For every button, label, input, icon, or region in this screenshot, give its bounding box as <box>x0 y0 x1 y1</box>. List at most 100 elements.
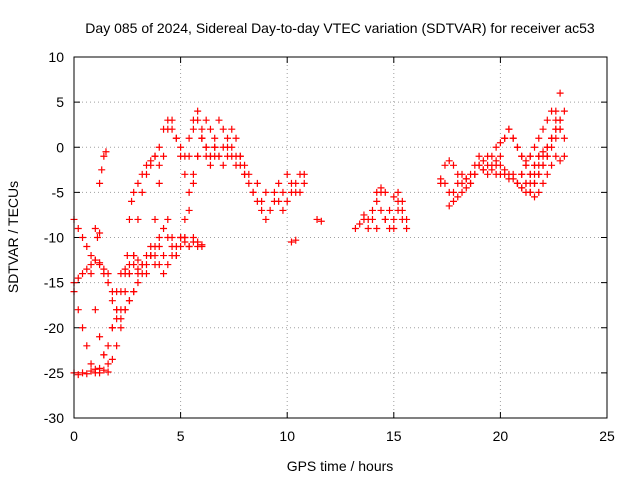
data-point <box>74 306 82 314</box>
data-point <box>160 270 168 278</box>
data-point <box>356 220 364 228</box>
axis-ticks <box>73 56 608 419</box>
data-point <box>548 161 556 169</box>
data-point <box>108 297 116 305</box>
data-point <box>232 134 240 142</box>
data-point <box>518 152 526 160</box>
data-point <box>181 170 189 178</box>
data-point <box>123 252 131 260</box>
data-point <box>373 197 381 205</box>
series-prn-h <box>123 152 163 260</box>
series-prn-l <box>287 215 325 246</box>
data-point <box>138 170 146 178</box>
data-point <box>501 134 509 142</box>
data-point <box>526 179 534 187</box>
data-point <box>513 143 521 151</box>
data-point <box>96 333 104 341</box>
data-point <box>151 215 159 223</box>
data-point <box>83 243 91 251</box>
data-point <box>488 166 496 174</box>
data-point <box>484 161 492 169</box>
data-point <box>87 270 95 278</box>
data-point <box>104 368 112 376</box>
data-point <box>100 152 108 160</box>
data-point <box>245 170 253 178</box>
data-point <box>287 238 295 246</box>
data-point <box>560 134 568 142</box>
data-point <box>531 170 539 178</box>
data-point <box>117 270 125 278</box>
plot-area-frame <box>73 56 608 419</box>
data-point <box>556 116 564 124</box>
x-axis-title: GPS time / hours <box>287 458 394 474</box>
data-point <box>160 152 168 160</box>
series-prn-e <box>87 270 142 368</box>
data-point <box>300 179 308 187</box>
data-point <box>496 152 504 160</box>
data-point <box>142 161 150 169</box>
data-point <box>206 161 214 169</box>
data-point <box>283 197 291 205</box>
data-point <box>381 215 389 223</box>
data-point <box>198 134 206 142</box>
data-point <box>403 224 411 232</box>
data-point <box>467 170 475 178</box>
data-point <box>113 288 121 296</box>
data-point <box>202 116 210 124</box>
data-point <box>262 188 270 196</box>
data-point <box>177 152 185 160</box>
data-point <box>172 252 180 260</box>
data-point <box>83 342 91 350</box>
data-point <box>96 259 104 267</box>
data-point <box>185 134 193 142</box>
data-point <box>292 236 300 244</box>
series-prn-a <box>70 107 308 323</box>
data-point <box>108 324 116 332</box>
data-point <box>79 324 87 332</box>
data-point <box>117 315 125 323</box>
data-point <box>526 152 534 160</box>
data-point <box>445 188 453 196</box>
data-point <box>543 143 551 151</box>
data-point <box>177 143 185 151</box>
data-point <box>125 270 133 278</box>
data-point <box>134 279 142 287</box>
data-point <box>138 188 146 196</box>
data-point <box>138 261 146 269</box>
data-point <box>390 193 398 201</box>
data-point <box>386 206 394 214</box>
data-point <box>160 252 168 260</box>
data-point <box>535 188 543 196</box>
data-point <box>121 306 129 314</box>
data-point <box>185 243 193 251</box>
data-point <box>155 243 163 251</box>
data-point <box>155 234 163 241</box>
data-point <box>87 252 95 260</box>
data-point <box>74 274 82 282</box>
data-point <box>121 265 129 273</box>
data-point <box>475 152 483 160</box>
data-point <box>194 116 202 124</box>
data-point <box>258 206 266 214</box>
data-point <box>202 143 210 151</box>
data-point <box>454 179 462 187</box>
y-tick-label: -15 <box>44 275 64 291</box>
data-point <box>364 215 372 223</box>
data-point <box>142 270 150 278</box>
data-point <box>117 324 125 332</box>
data-point <box>151 152 159 160</box>
data-point <box>441 161 449 169</box>
data-point <box>296 188 304 196</box>
data-point <box>441 179 449 187</box>
data-point <box>505 125 513 133</box>
data-point <box>458 188 466 196</box>
x-axis-tick-labels: 0 5 10 15 20 25 <box>70 428 615 444</box>
data-point <box>377 184 385 192</box>
y-tick-label: -25 <box>44 365 64 381</box>
data-point <box>454 193 462 201</box>
data-point <box>531 193 539 201</box>
data-point <box>552 152 560 160</box>
data-point <box>83 265 91 273</box>
series-prn-t <box>518 89 564 196</box>
